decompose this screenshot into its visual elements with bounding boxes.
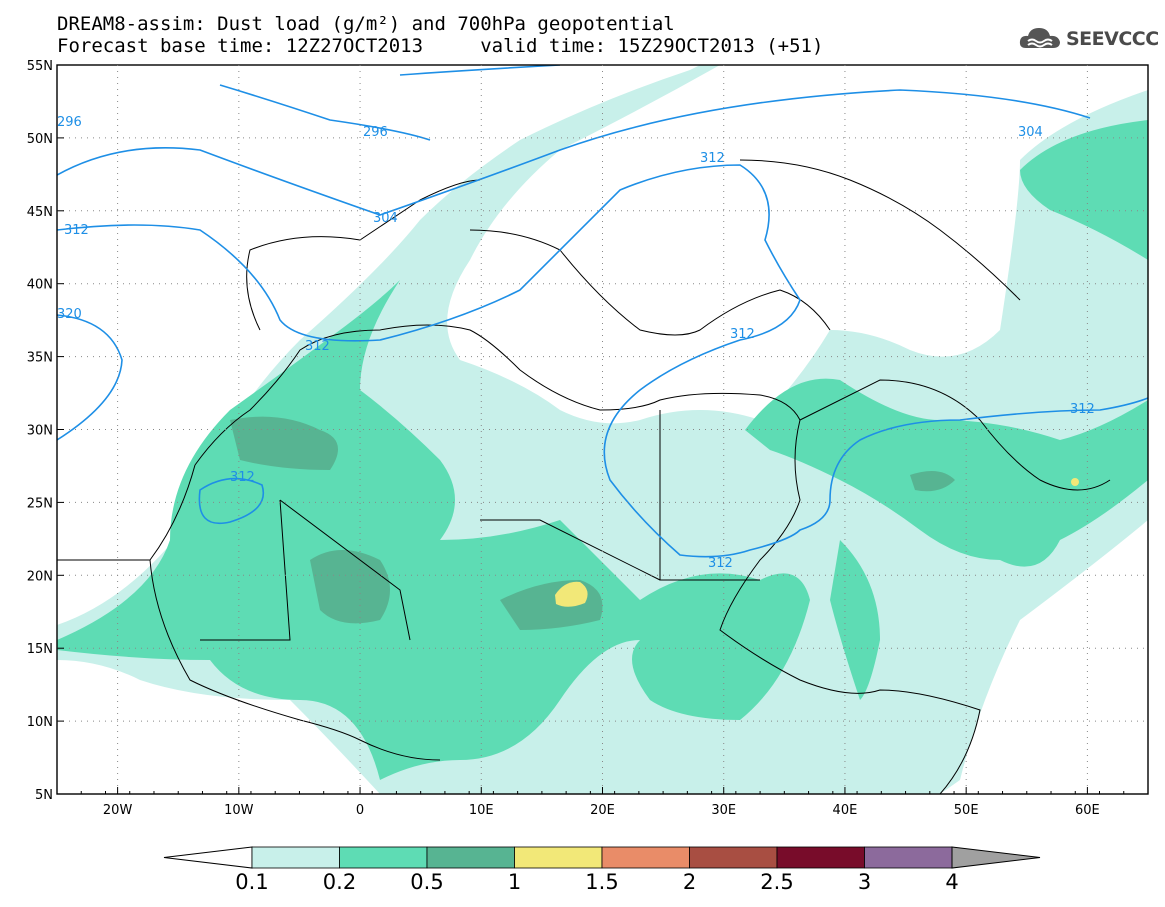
contour-label: 312 (700, 151, 725, 166)
colorbar-swatch (864, 846, 953, 869)
colorbar-under-arrow (163, 846, 253, 869)
contour-label: 312 (1070, 402, 1095, 417)
colorbar: 0.1 0.2 0.5 1 1.5 2 2.5 3 4 (163, 846, 1041, 894)
colorbar-label: 2 (683, 870, 696, 894)
seevccc-logo: SEEVCCC (1018, 22, 1159, 56)
lat-tick-label: 10N (27, 715, 53, 730)
contour-label: 296 (57, 115, 82, 130)
lat-tick-label: 30N (27, 424, 53, 439)
map-title: DREAM8-assim: Dust load (g/m²) and 700hP… (57, 13, 675, 35)
lon-tick-label: 50E (954, 803, 979, 818)
lat-tick-label: 15N (27, 642, 53, 657)
contour-label: 320 (57, 307, 82, 322)
colorbar-swatch (251, 846, 340, 869)
dust-class-1 (555, 478, 1079, 607)
cloud-icon (1019, 28, 1060, 48)
contour-label: 312 (708, 556, 733, 571)
contour-label: 304 (373, 211, 398, 226)
colorbar-label: 1 (508, 870, 521, 894)
forecast-times: Forecast base time: 12Z27OCT2013 valid t… (57, 35, 824, 57)
coastlines (57, 159, 1111, 794)
lon-tick-label: 60E (1075, 803, 1100, 818)
lat-tick-label: 50N (27, 132, 53, 147)
lat-tick-label: 5N (35, 788, 53, 803)
lat-tick-label: 55N (27, 59, 53, 74)
colorbar-swatch (689, 846, 778, 869)
contour-label: 312 (64, 223, 89, 238)
contour-label: 312 (305, 339, 330, 354)
colorbar-swatch (426, 846, 515, 869)
lon-tick-label: 10W (224, 803, 254, 818)
lon-tick-label: 30E (711, 803, 736, 818)
lon-tick-label: 20W (103, 803, 133, 818)
colorbar-swatch (339, 846, 428, 869)
lon-tick-label: 0 (356, 803, 364, 818)
colorbar-over-arrow (951, 846, 1041, 869)
colorbar-swatch (776, 846, 865, 869)
contour-label: 304 (1018, 125, 1043, 140)
colorbar-label: 0.1 (235, 870, 268, 894)
contour-label: 312 (230, 470, 255, 485)
lat-tick-label: 25N (27, 496, 53, 511)
dust-class-0.5 (230, 416, 955, 630)
lat-tick-label: 20N (27, 569, 53, 584)
lon-tick-label: 10E (469, 803, 494, 818)
colorbar-label: 2.5 (760, 870, 793, 894)
geopotential-contours (57, 65, 1148, 558)
colorbar-label: 0.2 (323, 870, 356, 894)
contour-labels: 296 296 304 304 312 312 312 312 312 312 … (57, 115, 1095, 571)
colorbar-swatch (514, 846, 603, 869)
colorbar-label: 4 (945, 870, 958, 894)
colorbar-label: 0.5 (410, 870, 443, 894)
lon-tick-label: 40E (833, 803, 858, 818)
colorbar-swatch (601, 846, 690, 869)
lat-tick-label: 45N (27, 205, 53, 220)
lon-tick-label: 20E (590, 803, 615, 818)
dust-class-0.2 (57, 120, 1148, 780)
logo-text: SEEVCCC (1066, 28, 1159, 50)
lat-tick-label: 35N (27, 351, 53, 366)
contour-label: 296 (363, 125, 388, 140)
dust-field (57, 65, 1148, 794)
contour-label: 312 (730, 327, 755, 342)
axis-ticks: 20W 10W 0 10E 20E 30E 40E 50E 60E 55N 50N 45N 40N 35N… (27, 59, 1149, 818)
colorbar-label: 3 (858, 870, 871, 894)
colorbar-label: 1.5 (585, 870, 618, 894)
lat-tick-label: 40N (27, 278, 53, 293)
